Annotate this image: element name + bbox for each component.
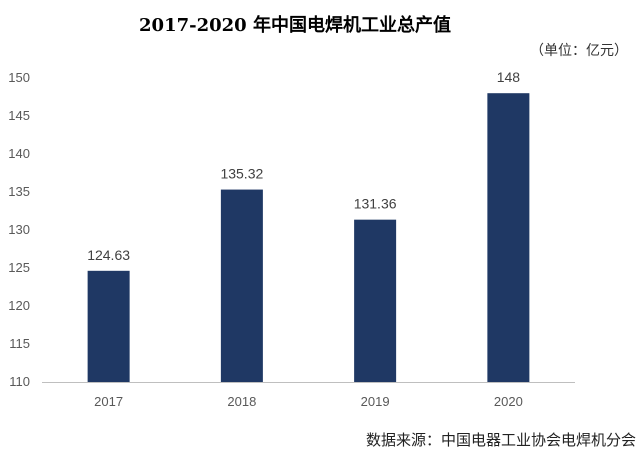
bar (354, 219, 397, 382)
bar (487, 93, 530, 382)
chart-title: 2017-2020 年中国电焊机工业总产值 (139, 14, 451, 36)
data-label: 131.36 (354, 196, 397, 212)
y-tick-label: 135 (8, 184, 30, 199)
x-tick-label: 2019 (361, 394, 390, 409)
bar (87, 270, 130, 382)
unit-label: （单位：亿元） (530, 43, 628, 59)
y-tick-label: 150 (8, 70, 30, 85)
x-tick-label: 2018 (227, 394, 256, 409)
y-tick-label: 115 (9, 336, 30, 351)
x-tick-label: 2017 (94, 394, 123, 409)
data-labels: 124.63 135.32 131.36 148 (87, 69, 520, 263)
data-label: 148 (497, 69, 521, 85)
data-label: 124.63 (87, 247, 130, 263)
data-label: 135.32 (220, 166, 263, 182)
y-tick-label: 110 (9, 374, 30, 389)
x-tick-label: 2020 (494, 394, 523, 409)
y-tick-label: 120 (8, 298, 30, 313)
y-tick-label: 145 (8, 108, 30, 123)
bars (87, 93, 530, 382)
y-tick-label: 130 (8, 222, 30, 237)
source-note: 数据来源：中国电器工业协会电焊机分会 (366, 431, 636, 449)
bar (220, 189, 263, 382)
y-tick-label: 140 (8, 146, 30, 161)
y-tick-label: 125 (8, 260, 30, 275)
y-axis: 110 115 120 125 130 135 140 145 150 (8, 70, 30, 389)
x-axis: 2017 2018 2019 2020 (94, 394, 523, 409)
